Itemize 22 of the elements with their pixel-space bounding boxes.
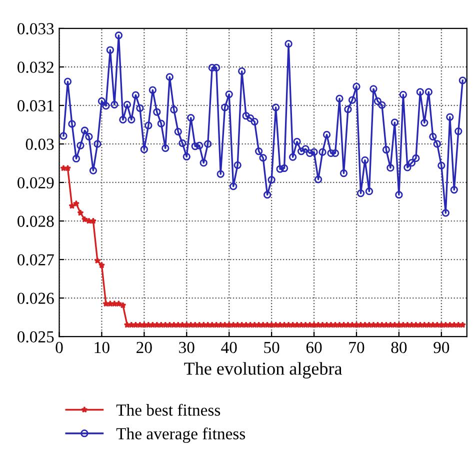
y-tick-label: 0.032 bbox=[18, 62, 54, 73]
legend-label: The best fitness bbox=[116, 404, 220, 416]
y-tick-label: 0.028 bbox=[18, 216, 54, 228]
y-tick-label: 0.025 bbox=[18, 331, 54, 343]
x-tick-label: 70 bbox=[349, 342, 364, 354]
x-tick-label: 0 bbox=[56, 342, 63, 354]
y-tick-label: 0.033 bbox=[18, 23, 54, 34]
legend-label: The average fitness bbox=[116, 427, 246, 443]
y-tick-label: 0.031 bbox=[18, 100, 54, 112]
x-tick-label: 50 bbox=[264, 342, 280, 354]
x-axis-title: The evolution algebra bbox=[184, 362, 342, 378]
x-tick-label: 90 bbox=[434, 342, 450, 354]
x-tick-label: 60 bbox=[306, 342, 322, 354]
y-tick-label: 0.03 bbox=[26, 138, 54, 150]
x-tick-label: 20 bbox=[136, 342, 152, 354]
x-tick-label: 30 bbox=[179, 342, 194, 354]
y-tick-label: 0.029 bbox=[18, 177, 54, 189]
x-tick-label: 10 bbox=[94, 342, 110, 354]
y-tick-label: 0.027 bbox=[18, 254, 54, 266]
x-tick-label: 40 bbox=[221, 342, 237, 354]
y-tick-label: 0.026 bbox=[18, 292, 54, 304]
x-tick-label: 80 bbox=[391, 342, 407, 354]
